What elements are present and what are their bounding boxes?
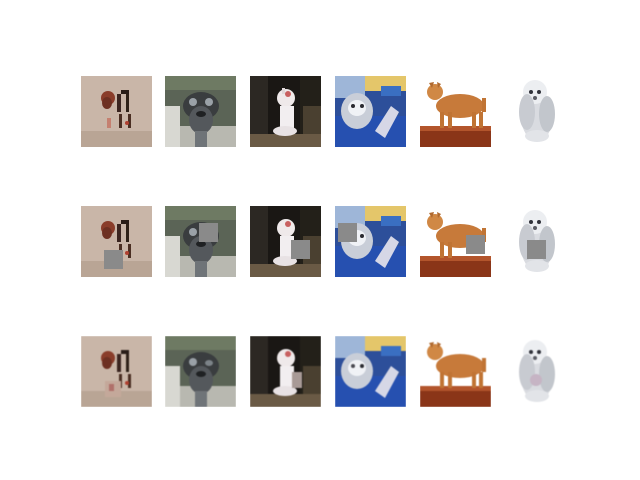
masked-image-1	[81, 206, 152, 277]
original-image-5	[420, 76, 491, 147]
masked-image-5	[420, 206, 491, 277]
mask-patch	[338, 223, 357, 242]
original-image-3	[250, 76, 321, 147]
mask-patch	[199, 223, 218, 242]
mask-patch	[291, 240, 310, 259]
masked-image-4	[335, 206, 406, 277]
reconstructed-image-6	[505, 336, 576, 407]
reconstructed-image-1	[81, 336, 152, 407]
reconstructed-image-5	[420, 336, 491, 407]
reconstructed-image-3	[250, 336, 321, 407]
original-image-6	[505, 76, 576, 147]
mask-patch	[104, 250, 123, 269]
masked-image-6	[505, 206, 576, 277]
reconstructed-image-4	[335, 336, 406, 407]
reconstructed-image-2	[165, 336, 236, 407]
mask-patch	[527, 240, 546, 259]
original-image-4	[335, 76, 406, 147]
original-image-2	[165, 76, 236, 147]
masked-image-3	[250, 206, 321, 277]
masked-image-2	[165, 206, 236, 277]
original-image-1	[81, 76, 152, 147]
mask-patch	[466, 235, 485, 254]
